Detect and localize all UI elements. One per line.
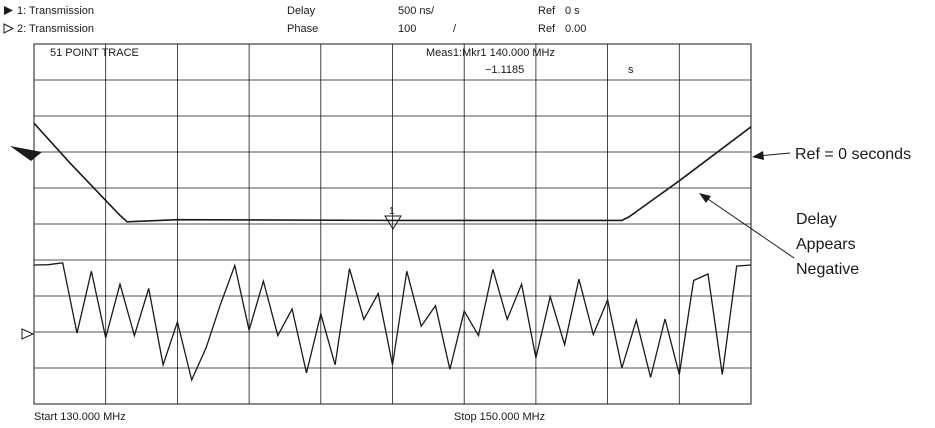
marker-readout: Meas1:Mkr1 140.000 MHz — [426, 47, 555, 59]
callout-arrowhead-icon — [752, 151, 764, 160]
delay-callout-line-3: Negative — [796, 261, 859, 278]
marker-number: 1 — [389, 206, 395, 217]
ch1-label: 1: Transmission — [17, 5, 94, 17]
ref-position-arrow-icon — [21, 328, 35, 340]
marker-value: −1.1185 — [485, 64, 524, 76]
trace-2-indicator — [3, 23, 15, 34]
ch2-ref-value: 0.00 — [565, 23, 586, 35]
delay-callout-line-2: Appears — [796, 236, 856, 253]
trace-title: 51 POINT TRACE — [50, 47, 139, 59]
inactive-trace-arrow-icon — [3, 23, 15, 34]
ref-callout-text: Ref = 0 seconds — [795, 146, 911, 163]
delay-callout-arrow — [699, 193, 795, 259]
delay-trace — [33, 122, 752, 223]
off-screen-arrow-icon — [10, 146, 42, 161]
ref-callout-arrow — [752, 151, 791, 160]
ch1-scale: 500 ns/ — [398, 5, 435, 17]
ch2-scale: 100 — [398, 23, 416, 35]
ch2-format: Phase — [287, 23, 318, 35]
stop-frequency: Stop 150.000 MHz — [454, 411, 545, 423]
active-trace-arrow-icon — [4, 6, 13, 15]
marker-unit: s — [628, 64, 634, 76]
phase-trace — [33, 262, 752, 382]
start-frequency: Start 130.000 MHz — [34, 411, 126, 423]
ch1-ref-label: Ref — [538, 5, 556, 17]
ch1-format: Delay — [287, 5, 316, 17]
trace-1-indicator — [4, 6, 13, 15]
callout-arrowhead-icon — [699, 193, 711, 203]
delay-callout-line-1: Delay — [796, 211, 837, 228]
graticule — [33, 43, 752, 405]
ch1-ref-value: 0 s — [565, 5, 580, 17]
marker-triangle-icon — [384, 215, 402, 230]
ch2-label: 2: Transmission — [17, 23, 94, 35]
ch2-ref-label: Ref — [538, 23, 556, 35]
ch2-scale-unit: / — [453, 23, 457, 35]
